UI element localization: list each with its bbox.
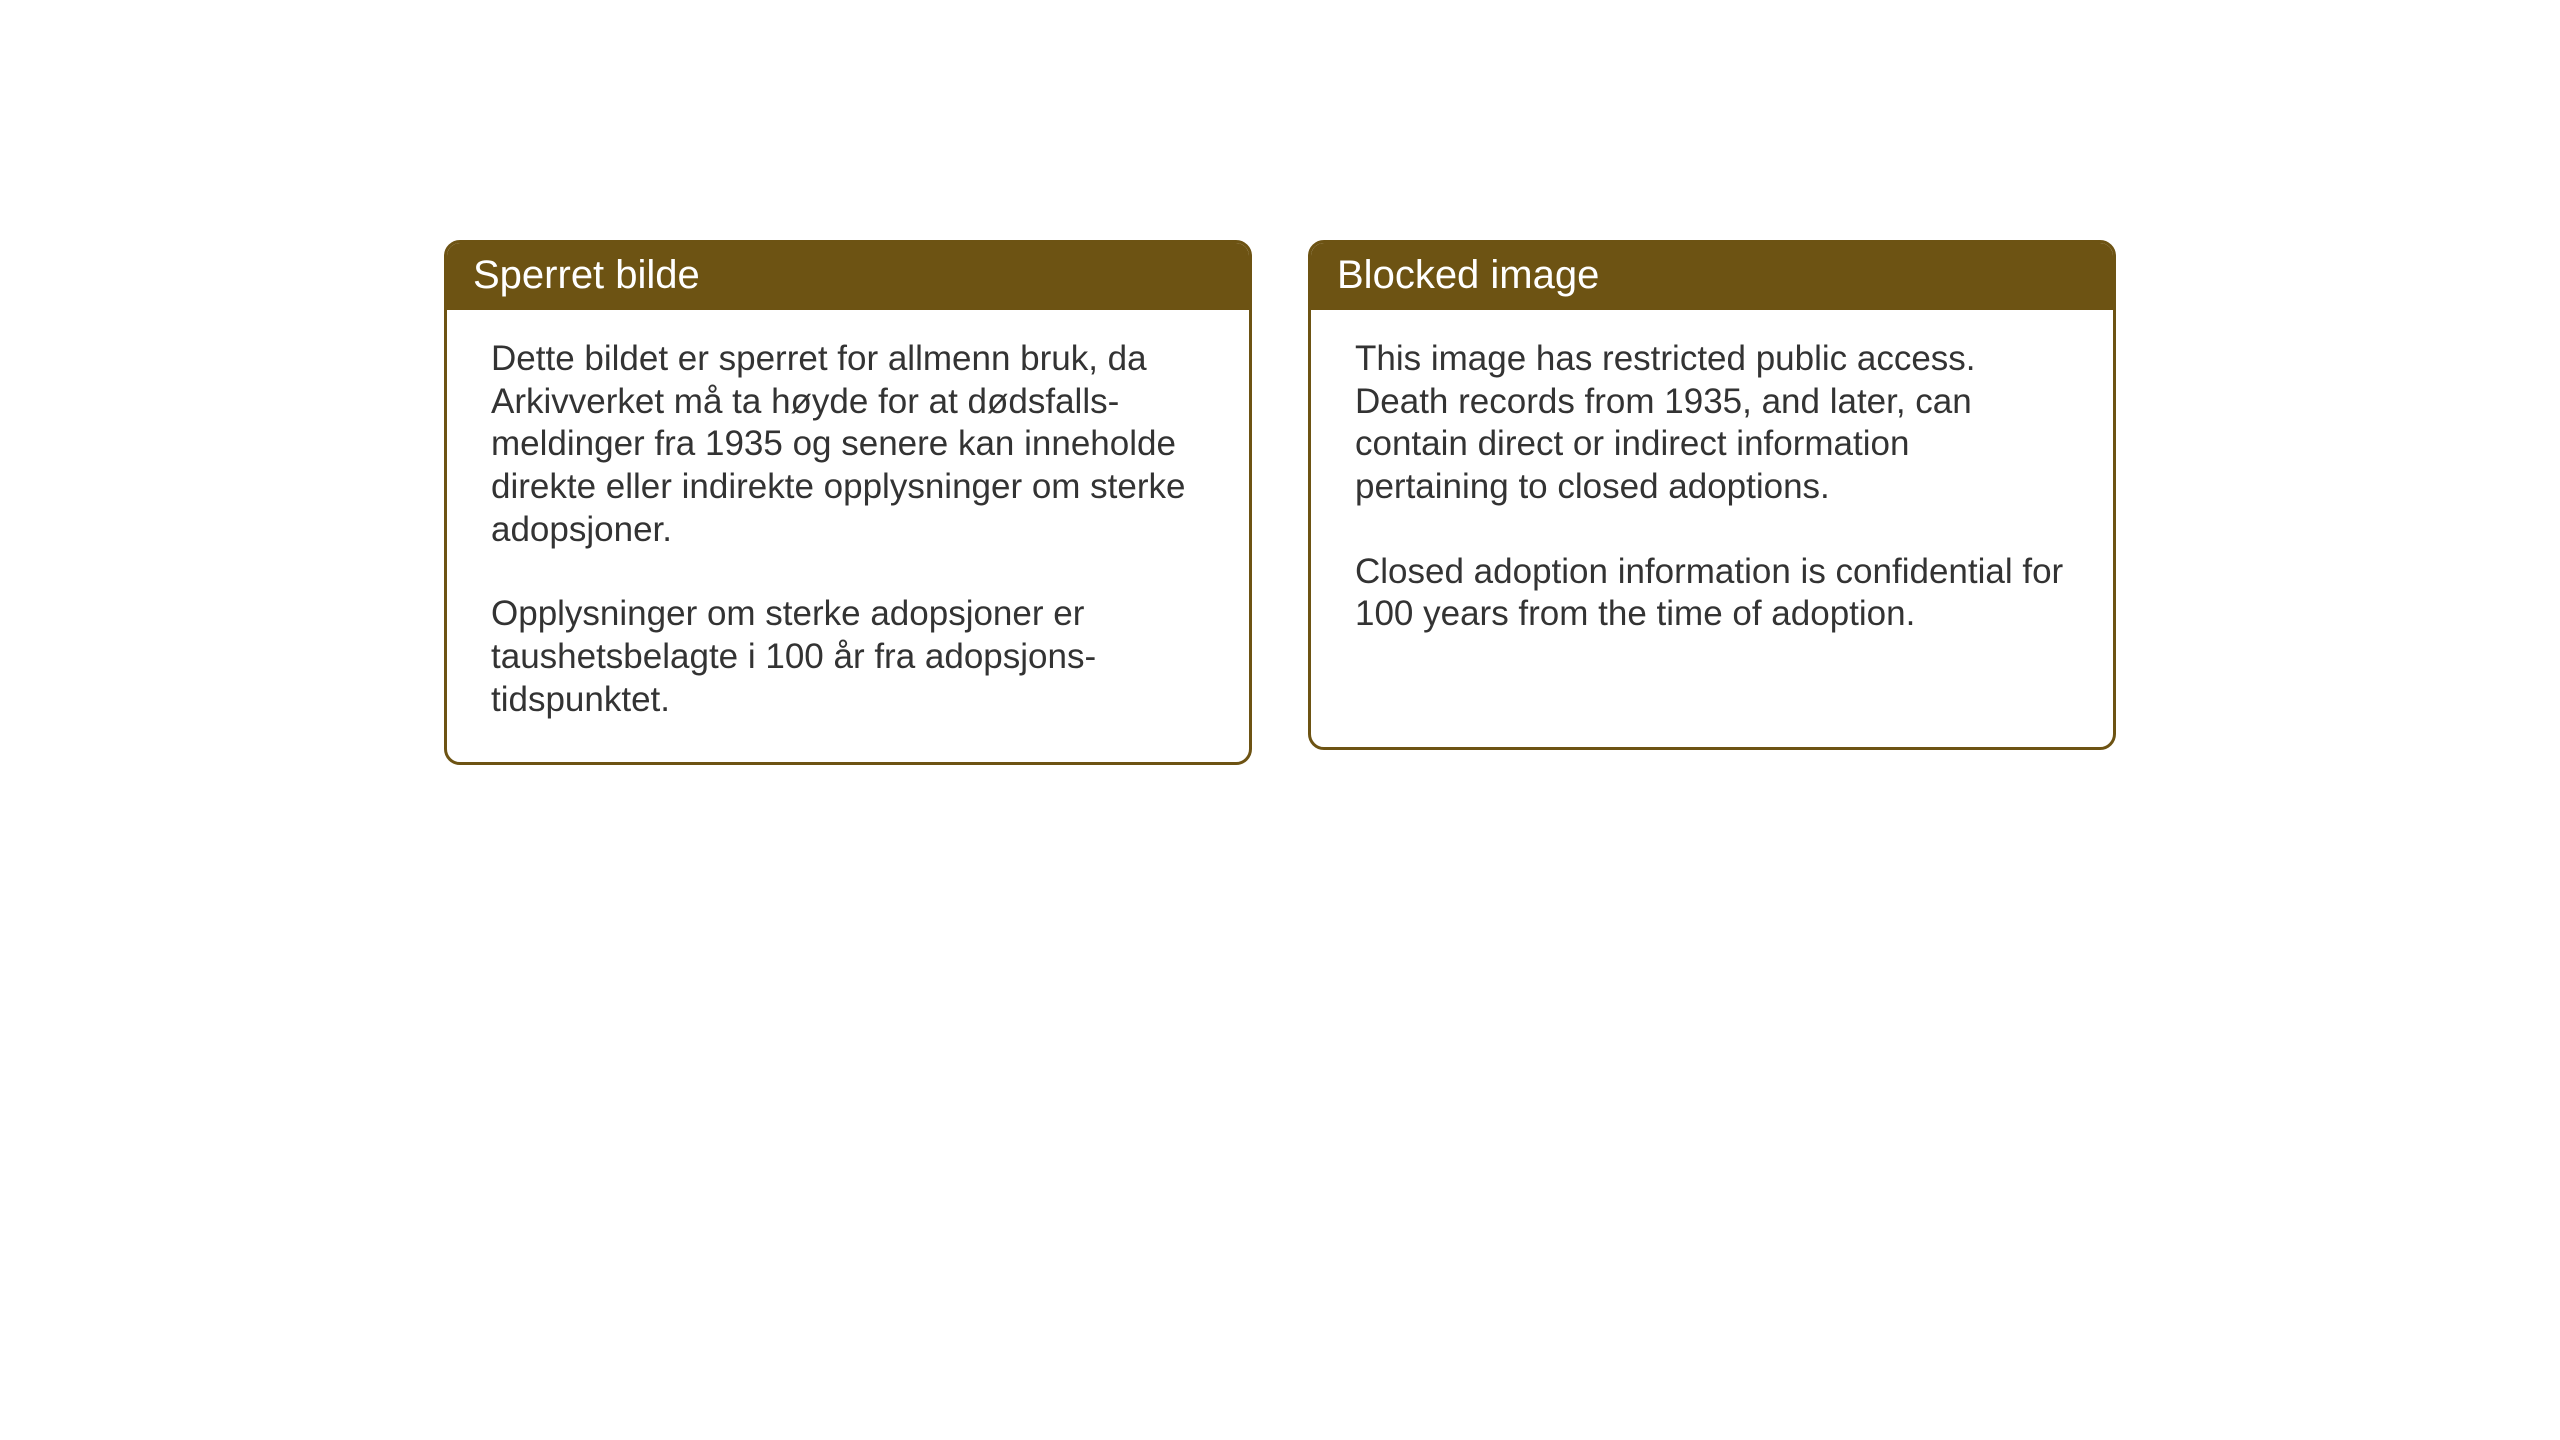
cards-container: Sperret bilde Dette bildet er sperret fo… xyxy=(444,240,2116,765)
norwegian-card-body: Dette bildet er sperret for allmenn bruk… xyxy=(447,310,1249,762)
english-card-body: This image has restricted public access.… xyxy=(1311,310,2113,676)
norwegian-card-title: Sperret bilde xyxy=(447,243,1249,310)
english-card: Blocked image This image has restricted … xyxy=(1308,240,2116,750)
english-card-title: Blocked image xyxy=(1311,243,2113,310)
norwegian-paragraph-1: Dette bildet er sperret for allmenn bruk… xyxy=(491,338,1205,551)
norwegian-paragraph-2: Opplysninger om sterke adopsjoner er tau… xyxy=(491,593,1205,721)
english-paragraph-2: Closed adoption information is confident… xyxy=(1355,551,2069,636)
norwegian-card: Sperret bilde Dette bildet er sperret fo… xyxy=(444,240,1252,765)
english-paragraph-1: This image has restricted public access.… xyxy=(1355,338,2069,509)
